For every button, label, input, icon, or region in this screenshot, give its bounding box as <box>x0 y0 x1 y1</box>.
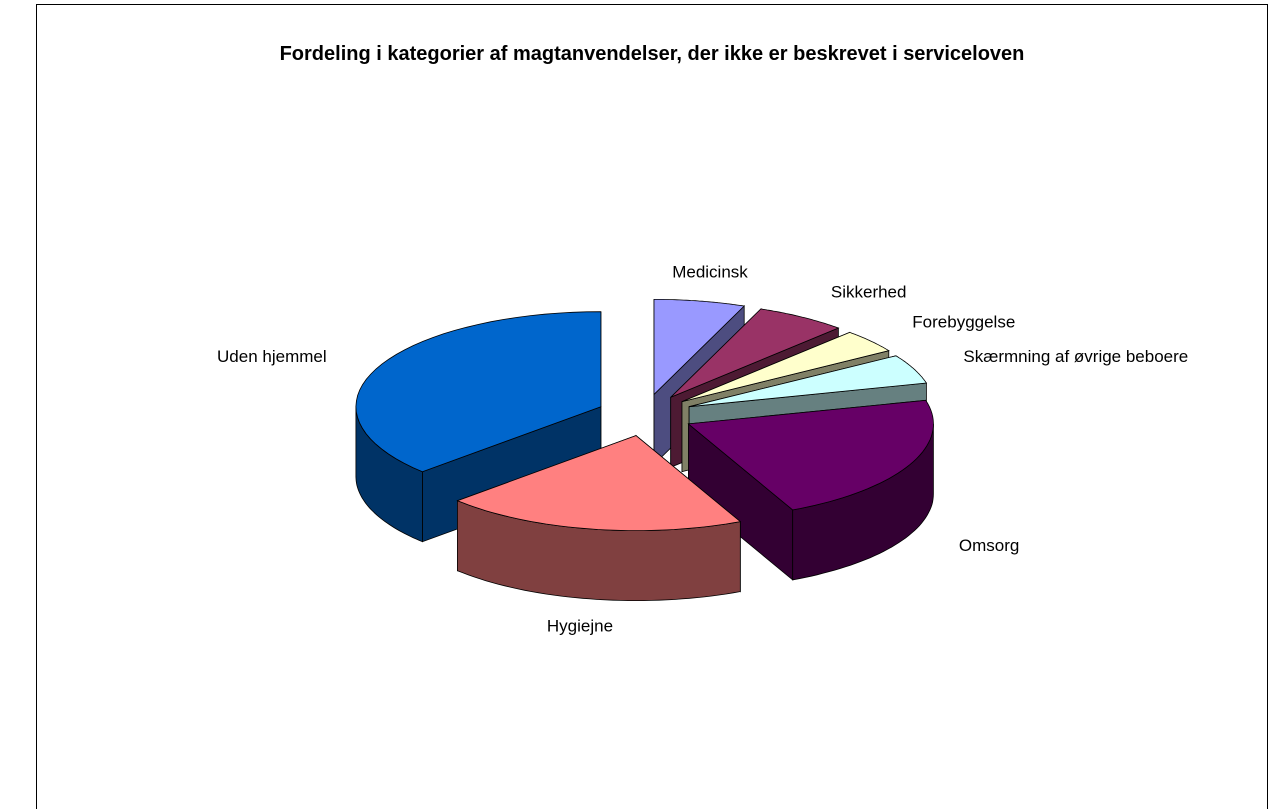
slice-label: Uden hjemmel <box>217 347 327 366</box>
slice-label: Hygiejne <box>547 616 613 635</box>
slice-top <box>689 355 928 408</box>
chart-frame <box>36 4 1268 809</box>
slice-top <box>670 308 840 398</box>
slice-label: Sikkerhed <box>831 282 907 301</box>
slice-top <box>456 435 742 531</box>
slice-label: Forebyggelse <box>912 312 1015 331</box>
slice-top <box>653 299 746 396</box>
slice-label: Omsorg <box>959 536 1019 555</box>
slice-top <box>687 399 934 511</box>
slice-label: Medicinsk <box>672 263 748 282</box>
chart-title: Fordeling i kategorier af magtanvendelse… <box>280 43 1025 65</box>
slice-top <box>681 331 890 402</box>
slice-top <box>355 311 602 473</box>
slice-label: Skærmning af øvrige beboere <box>963 347 1188 366</box>
